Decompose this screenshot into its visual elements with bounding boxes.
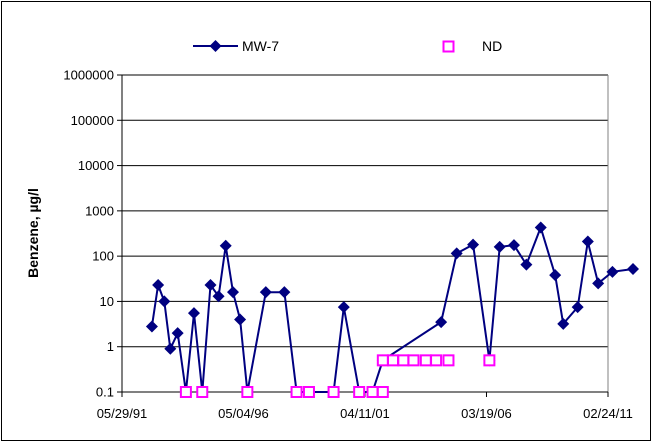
nd-point — [241, 386, 254, 398]
nd-point — [376, 386, 389, 398]
x-tick-label: 03/19/06 — [461, 406, 512, 421]
mw7-point — [507, 239, 520, 252]
mw7-point — [259, 286, 272, 299]
mw7-point — [152, 279, 165, 292]
nd-point — [419, 354, 432, 367]
mw7-point — [557, 317, 570, 330]
mw7-point — [278, 286, 291, 299]
mw7-point — [581, 235, 594, 248]
nd-point — [290, 386, 303, 398]
x-tick-label: 05/04/96 — [218, 406, 269, 421]
y-tick-label: 0.1 — [96, 385, 114, 400]
y-tick-label: 1000 — [85, 203, 114, 218]
mw7-point — [227, 286, 240, 299]
y-tick-label: 100000 — [71, 113, 114, 128]
nd-point — [387, 354, 400, 367]
series-line-mw7 — [150, 224, 634, 393]
nd-point — [376, 354, 389, 367]
mw7-point — [627, 263, 640, 276]
mw7-point — [337, 301, 350, 314]
nd-point — [302, 386, 315, 398]
legend-mw7-label: MW-7 — [242, 38, 279, 54]
nd-point — [366, 386, 379, 398]
mw7-point — [145, 320, 158, 333]
y-tick-label: 100 — [92, 249, 114, 264]
y-tick-label: 10 — [100, 294, 114, 309]
mw7-point — [467, 238, 480, 251]
mw7-point — [534, 221, 547, 234]
mw7-point — [571, 301, 584, 314]
y-axis-title: Benzene, µg/l — [25, 188, 41, 278]
mw7-point — [187, 307, 200, 320]
x-tick-label: 04/11/01 — [340, 406, 390, 421]
mw7-point — [435, 316, 448, 329]
mw7-point — [592, 277, 605, 290]
nd-point — [353, 386, 366, 398]
tick-labels: 0.1 1 10 100 1000 10000 100000 1000000 05/29/91 0… — [63, 68, 632, 422]
mw7-point — [549, 269, 562, 282]
nd-point — [430, 354, 443, 367]
mw7-point — [606, 265, 619, 278]
mw7-point — [212, 290, 225, 303]
nd-point — [407, 354, 420, 367]
nd-point — [442, 354, 455, 367]
y-tick-label: 10000 — [78, 158, 114, 173]
mw7-point — [234, 313, 247, 326]
nd-point — [327, 386, 340, 398]
y-tick-label: 1000000 — [63, 68, 114, 83]
mw7-point — [493, 240, 506, 253]
nd-point — [483, 354, 496, 367]
legend: MW-7 ND — [193, 38, 502, 54]
nd-point — [196, 386, 209, 398]
legend-nd-square-icon — [442, 40, 455, 53]
mw7-point — [520, 258, 533, 271]
nd-point — [179, 386, 192, 398]
mw7-point — [204, 279, 217, 292]
nd-point — [397, 354, 410, 367]
mw7-point — [450, 247, 463, 260]
x-tick-label: 02/24/11 — [583, 406, 633, 421]
series — [145, 221, 640, 398]
x-tick-label: 05/29/91 — [97, 406, 148, 421]
mw7-point — [158, 295, 171, 308]
legend-mw7-diamond-icon — [209, 40, 222, 52]
gridlines — [122, 74, 608, 393]
mw7-point — [164, 342, 177, 355]
mw7-point — [171, 327, 184, 340]
mw7-point — [219, 239, 232, 252]
legend-nd-label: ND — [482, 38, 502, 54]
y-tick-label: 1 — [107, 339, 114, 354]
